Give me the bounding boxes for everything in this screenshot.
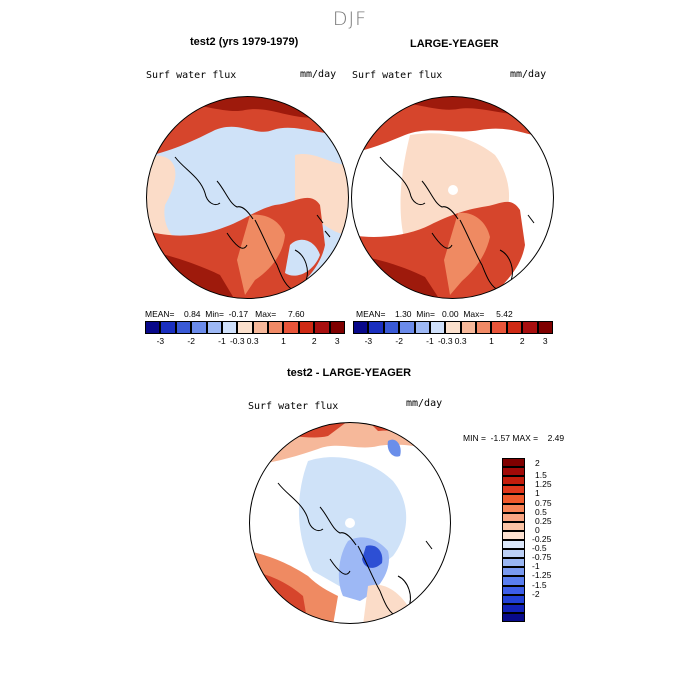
colorbar-swatch (460, 321, 477, 334)
colorbar-swatch (221, 321, 238, 334)
colorbar-swatch (353, 321, 369, 334)
colorbar-tick-label: -2 (532, 588, 540, 599)
colorbar-tick-label: -0.75 (532, 552, 552, 563)
colorbar-swatch (502, 567, 525, 577)
colorbar-swatch (329, 321, 345, 334)
panel1-units: mm/day (300, 69, 337, 80)
colorbar-tick-label: 1 (489, 336, 494, 346)
panel1-variable: Surf water flux (146, 70, 237, 81)
colorbar-tick-label: 0.75 (535, 497, 552, 508)
colorbar-swatch (502, 458, 525, 468)
colorbar-tick-label: -3 (364, 336, 373, 346)
colorbar-swatch (502, 612, 525, 622)
panel3-map (249, 422, 451, 624)
colorbar-swatch (502, 603, 525, 613)
panel3-units: mm/day (406, 398, 443, 409)
colorbar-tick-label: -2 (395, 336, 403, 346)
colorbar-swatch (314, 321, 330, 334)
colorbar-swatch (502, 512, 525, 522)
colorbar-tick-label: -0.3 (437, 336, 453, 346)
colorbar-tick-label: -2 (187, 336, 195, 346)
colorbar-tick-label: -3 (156, 336, 165, 346)
colorbar-swatch (502, 576, 525, 586)
colorbar-swatch (399, 321, 415, 334)
panel1-map (146, 96, 349, 299)
colorbar-tick-label: 2 (535, 458, 540, 468)
colorbar-tick-label: -1 (532, 561, 540, 572)
panel3-stats: MIN = -1.57 MAX = 2.49 (463, 433, 565, 443)
colorbar-tick-label: 1 (281, 336, 286, 346)
panel3-title: test2 - LARGE-YEAGER (287, 367, 412, 379)
panel2-colorbar-labels: -3 -2 -1 -0.3 0.3 1 2 3 (353, 336, 553, 348)
colorbar-swatch (502, 585, 525, 595)
colorbar-swatch (445, 321, 461, 334)
colorbar-swatch (502, 485, 525, 495)
colorbar-tick-label: 3 (542, 336, 548, 346)
colorbar-tick-label: -1.5 (532, 579, 547, 590)
colorbar-swatch (502, 521, 525, 531)
colorbar-swatch (537, 321, 553, 334)
colorbar-swatch (429, 321, 446, 334)
colorbar-swatch (298, 321, 315, 334)
panel1-stats: MEAN= 0.84 Min= -0.17 Max= 7.60 (145, 309, 305, 319)
colorbar-tick-label: 1 (535, 488, 540, 499)
colorbar-swatch (191, 321, 207, 334)
panel2-map (351, 96, 554, 299)
panel3-variable: Surf water flux (248, 401, 339, 412)
panel2-stats: MEAN= 1.30 Min= 0.00 Max= 5.42 (356, 309, 513, 319)
colorbar-swatch (502, 558, 525, 568)
colorbar-tick-label: 0.25 (535, 515, 552, 526)
colorbar-swatch (502, 540, 525, 550)
colorbar-swatch (252, 321, 269, 334)
colorbar-swatch (476, 321, 492, 334)
panel1-colorbar (145, 321, 345, 334)
colorbar-tick-label: 0.3 (246, 336, 259, 346)
colorbar-swatch (522, 321, 538, 334)
colorbar-tick-label: 1.5 (535, 470, 547, 481)
colorbar-tick-label: 0.3 (454, 336, 467, 346)
panel2-variable: Surf water flux (352, 70, 443, 81)
panel2-title: LARGE-YEAGER (410, 38, 499, 50)
colorbar-swatch (502, 549, 525, 559)
colorbar-swatch (268, 321, 284, 334)
colorbar-tick-label: 3 (334, 336, 340, 346)
panel1-colorbar-labels: -3 -2 -1 -0.3 0.3 1 2 3 (145, 336, 345, 348)
panel3-colorbar-labels: 2 1.5 1.25 1 0.75 0.5 0.25 0 -0.25 -0.5 -0.75 -1 -1.… (532, 458, 572, 622)
colorbar-tick-label: -1.25 (532, 570, 552, 581)
colorbar-swatch (414, 321, 430, 334)
colorbar-swatch (502, 503, 525, 513)
colorbar-swatch (502, 494, 525, 504)
colorbar-swatch (206, 321, 222, 334)
colorbar-tick-label: -0.3 (229, 336, 245, 346)
colorbar-swatch (502, 530, 525, 540)
colorbar-swatch (175, 321, 192, 334)
colorbar-tick-label: -0.25 (532, 534, 552, 544)
colorbar-tick-label: -1 (426, 336, 434, 346)
colorbar-swatch (368, 321, 384, 334)
season-title: DJF (332, 8, 368, 30)
panel3-colorbar (502, 458, 525, 622)
colorbar-swatch (502, 467, 525, 477)
colorbar-swatch (283, 321, 299, 334)
colorbar-tick-label: 0.5 (535, 506, 547, 517)
colorbar-swatch (502, 594, 525, 604)
colorbar-tick-label: 0 (535, 524, 540, 535)
colorbar-tick-label: 1.25 (535, 479, 552, 490)
colorbar-swatch (160, 321, 176, 334)
panel2-colorbar (353, 321, 553, 334)
colorbar-swatch (502, 476, 525, 486)
colorbar-tick-label: 2 (519, 336, 525, 346)
colorbar-swatch (145, 321, 161, 334)
colorbar-swatch (491, 321, 507, 334)
panel2-units: mm/day (510, 69, 547, 80)
colorbar-tick-label: -1 (218, 336, 226, 346)
colorbar-swatch (237, 321, 253, 334)
colorbar-swatch (506, 321, 523, 334)
colorbar-tick-label: 2 (311, 336, 317, 346)
panel1-title: test2 (yrs 1979-1979) (190, 36, 299, 48)
colorbar-swatch (383, 321, 400, 334)
colorbar-tick-label: -0.5 (532, 543, 547, 554)
